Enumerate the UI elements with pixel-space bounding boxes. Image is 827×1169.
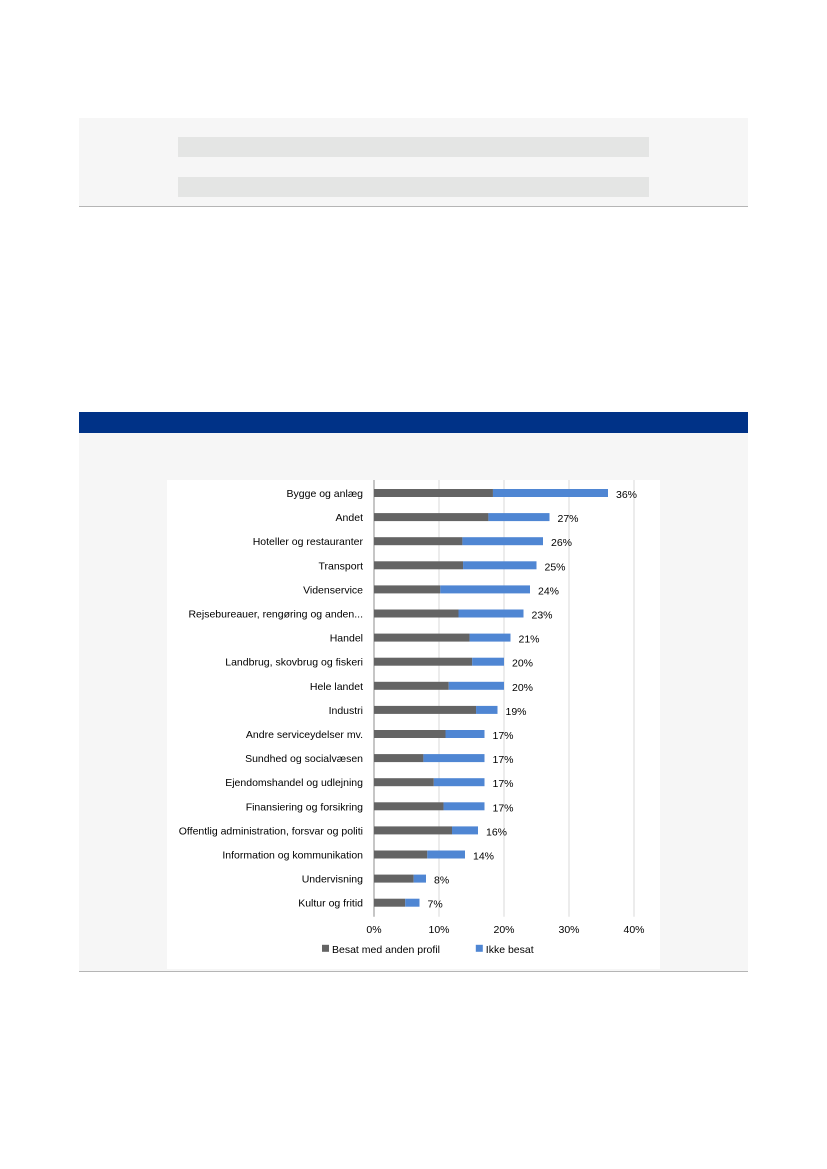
bar-ikke-besat [413, 874, 426, 883]
stacked-bar-chart: Bygge og anlæg Andet Hoteller og restauran… [179, 480, 645, 956]
total-data-label: 21% [519, 634, 540, 646]
total-data-label: 8% [434, 875, 449, 887]
total-data-label: 20% [512, 682, 533, 694]
bar-ikke-besat [452, 826, 478, 835]
bar-besat-med-anden-profil [374, 561, 464, 570]
bar-ikke-besat [440, 585, 530, 594]
chart-area: Bygge og anlæg Andet Hoteller og restauran… [167, 480, 660, 969]
bar-ikke-besat [433, 778, 485, 787]
bar-ikke-besat [488, 513, 550, 522]
bar-ikke-besat [445, 730, 485, 738]
bar-besat-med-anden-profil [374, 681, 449, 690]
x-tick-label: 40% [623, 924, 644, 936]
x-axis-ticks: 0% 10% 20% 30% 40% [366, 924, 644, 936]
bar-ikke-besat [423, 754, 485, 763]
bar-besat-med-anden-profil [374, 489, 493, 497]
bar-ikke-besat [476, 705, 498, 714]
bar-besat-med-anden-profil [374, 874, 414, 883]
total-data-label: 17% [493, 730, 514, 742]
figure-panel-divider [79, 971, 748, 972]
bar-besat-med-anden-profil [374, 705, 477, 714]
total-data-label: 27% [558, 513, 579, 525]
total-data-label: 36% [616, 489, 637, 501]
bar-besat-med-anden-profil [374, 898, 406, 907]
legend-swatch-ikke-besat [475, 944, 483, 952]
total-data-label: 17% [493, 802, 514, 814]
category-labels: Bygge og anlæg Andet Hoteller og restauran… [179, 488, 364, 910]
category-label: Videnservice [303, 584, 363, 596]
bar-besat-med-anden-profil [374, 778, 434, 787]
total-data-label: 20% [512, 658, 533, 670]
bar-besat-med-anden-profil [374, 657, 473, 666]
bar-besat-med-anden-profil [374, 609, 459, 618]
bar-ikke-besat [469, 633, 511, 642]
bar-besat-med-anden-profil [374, 850, 428, 859]
legend-label: Ikke besat [486, 944, 534, 956]
category-label: Ejendomshandel og udlejning [225, 777, 363, 789]
placeholder-bar-1 [178, 137, 649, 157]
bar-ikke-besat [443, 802, 485, 811]
total-data-label: 23% [532, 610, 553, 622]
category-label: Transport [318, 560, 363, 572]
bar-besat-med-anden-profil [374, 730, 446, 738]
total-data-label: 14% [473, 851, 494, 863]
bar-besat-med-anden-profil [374, 585, 441, 594]
category-label: Rejsebureauer, rengøring og anden... [188, 609, 363, 621]
category-label: Offentlig administration, forsvar og pol… [179, 825, 363, 837]
placeholder-bar-2 [178, 177, 649, 197]
bar-ikke-besat [472, 657, 504, 666]
figure-panel: Bygge og anlæg Andet Hoteller og restauran… [79, 433, 748, 972]
bar-besat-med-anden-profil [374, 754, 424, 763]
bar-ikke-besat [492, 489, 608, 497]
total-data-label: 17% [493, 778, 514, 790]
bar-besat-med-anden-profil [374, 826, 452, 835]
category-label: Hele landet [310, 681, 363, 693]
total-data-label: 19% [506, 706, 527, 718]
bar-ikke-besat [463, 561, 537, 570]
bars [374, 489, 608, 907]
bar-ikke-besat [427, 850, 465, 859]
x-tick-label: 20% [493, 924, 514, 936]
bar-besat-med-anden-profil [374, 802, 444, 811]
category-label: Industri [329, 705, 363, 717]
category-label: Kultur og fritid [298, 898, 363, 910]
category-label: Sundhed og socialvæsen [245, 753, 363, 765]
total-data-label: 26% [551, 537, 572, 549]
legend-swatch-besat-med-anden-profil [322, 944, 329, 952]
gridlines [373, 480, 635, 917]
category-label: Hoteller og restauranter [253, 536, 364, 548]
x-tick-label: 10% [428, 924, 449, 936]
total-data-label: 16% [486, 826, 507, 838]
total-data-label: 25% [545, 561, 566, 573]
category-label: Finansiering og forsikring [246, 801, 363, 813]
total-labels: 36% 27% 26% 25% 24% 23% 21% 20% 20% 19% 17% 17% 17% 1… [428, 489, 638, 911]
legend-label: Besat med anden profil [332, 944, 440, 956]
x-tick-label: 30% [558, 924, 579, 936]
top-panel [79, 118, 748, 207]
category-label: Undervisning [302, 874, 363, 886]
figure-header-band [79, 412, 748, 433]
total-data-label: 7% [428, 899, 443, 911]
bar-ikke-besat [462, 537, 543, 546]
category-label: Andre serviceydelser mv. [246, 729, 363, 741]
bar-ikke-besat [405, 898, 420, 907]
total-data-label: 17% [493, 754, 514, 766]
bar-ikke-besat [458, 609, 524, 618]
category-label: Handel [330, 633, 363, 645]
total-data-label: 24% [538, 585, 559, 597]
category-label: Andet [336, 512, 364, 524]
bar-besat-med-anden-profil [374, 633, 470, 642]
legend: Besat med anden profil Ikke besat [322, 944, 534, 956]
bar-ikke-besat [448, 681, 504, 690]
category-label: Landbrug, skovbrug og fiskeri [225, 657, 363, 669]
category-label: Bygge og anlæg [287, 488, 364, 500]
top-panel-divider [79, 206, 748, 207]
bar-besat-med-anden-profil [374, 513, 489, 522]
bar-besat-med-anden-profil [374, 537, 463, 546]
category-label: Information og kommunikation [222, 850, 363, 862]
x-tick-label: 0% [366, 924, 381, 936]
